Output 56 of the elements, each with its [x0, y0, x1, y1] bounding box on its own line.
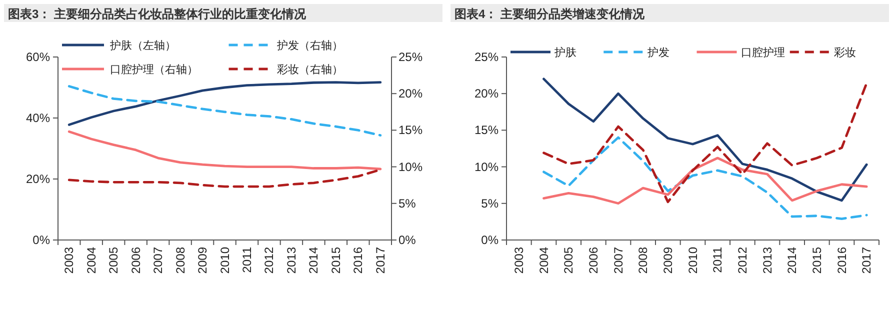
x-tick-label: 2015 [810, 246, 824, 274]
y-tick-label: 20% [474, 86, 499, 101]
x-tick-label: 2010 [218, 246, 232, 274]
x-tick-label: 2017 [860, 246, 874, 274]
chart-title: 图表4： 主要细分品类增速变化情况 [454, 7, 646, 21]
x-tick-label: 2007 [611, 246, 626, 274]
y2-tick-label: 25% [398, 50, 423, 64]
y-tick-label: 40% [26, 111, 50, 125]
x-tick-label: 2009 [660, 246, 675, 274]
x-tick-label: 2003 [512, 246, 526, 274]
x-tick-label: 2005 [106, 246, 121, 274]
legend-label: 彩妆 [834, 47, 856, 59]
y2-tick-label: 15% [398, 123, 423, 138]
x-tick-label: 2010 [686, 246, 700, 274]
x-tick-label: 2014 [306, 246, 321, 274]
legend-label: 护发 [646, 46, 670, 59]
x-tick-label: 2016 [834, 246, 849, 274]
x-tick-label: 2007 [151, 246, 166, 274]
y2-tick-label: 20% [398, 86, 423, 101]
y-tick-label: 0% [32, 233, 50, 247]
x-tick-label: 2015 [328, 246, 343, 274]
legend-label: 彩妆（右轴） [276, 63, 343, 76]
y2-tick-label: 10% [398, 160, 423, 174]
y2-tick-label: 5% [398, 196, 416, 210]
x-tick-label: 2014 [785, 246, 800, 274]
x-tick-label: 2011 [240, 246, 254, 273]
y-tick-label: 25% [474, 50, 499, 64]
x-tick-label: 2013 [760, 246, 774, 274]
y-tick-label: 15% [474, 123, 499, 138]
x-tick-label: 2016 [351, 246, 366, 274]
chart-title: 图表3： 主要细分品类占化妆品整体行业的比重变化情况 [8, 7, 308, 21]
x-tick-label: 2008 [173, 246, 188, 274]
x-tick-label: 2017 [373, 246, 388, 274]
y-tick-label: 20% [26, 172, 50, 186]
y-tick-label: 60% [26, 50, 50, 64]
x-tick-label: 2013 [284, 246, 298, 274]
x-tick-label: 2009 [196, 246, 210, 274]
legend-label: 口腔护理 [740, 46, 785, 59]
x-tick-label: 2006 [586, 246, 600, 274]
x-tick-label: 2006 [128, 246, 143, 274]
x-tick-label: 2005 [562, 246, 576, 274]
x-tick-label: 2004 [536, 246, 551, 274]
y-tick-label: 5% [481, 196, 499, 210]
x-tick-label: 2011 [710, 246, 725, 273]
x-tick-label: 2012 [262, 246, 276, 274]
x-tick-label: 2003 [62, 246, 76, 274]
legend-label: 护发（右轴） [276, 39, 343, 52]
legend-label: 口腔护理（右轴） [110, 63, 198, 76]
y-tick-label: 10% [474, 160, 499, 174]
y-tick-label: 0% [481, 233, 499, 247]
x-tick-label: 2012 [735, 246, 750, 274]
legend-label: 护肤 [554, 46, 576, 59]
x-tick-label: 2008 [636, 246, 650, 274]
y2-tick-label: 0% [398, 233, 416, 247]
x-tick-label: 2004 [84, 246, 98, 274]
legend-label: 护肤（左轴） [109, 39, 176, 52]
